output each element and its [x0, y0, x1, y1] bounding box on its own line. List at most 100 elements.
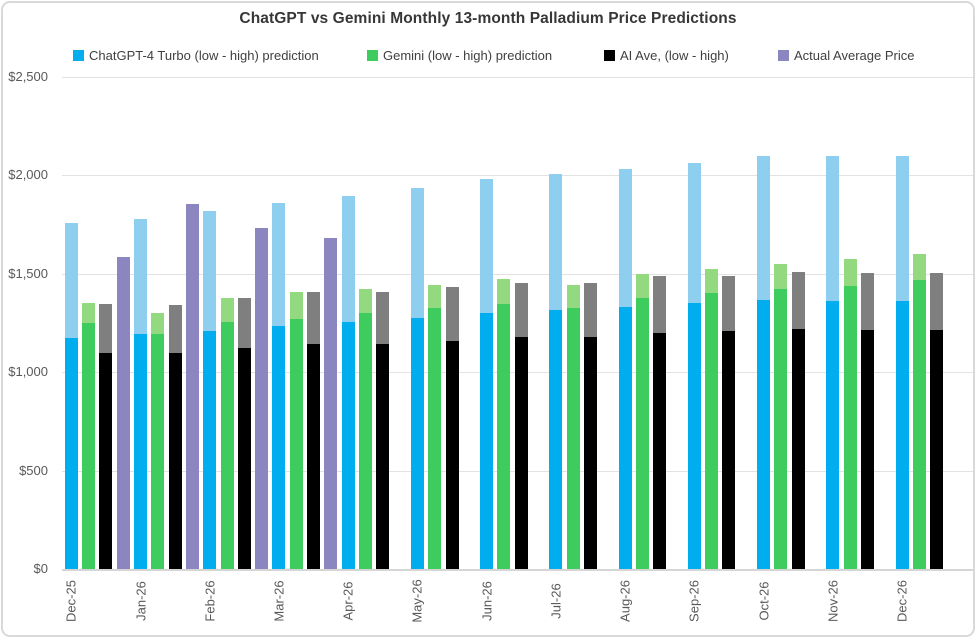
legend-item-actual-average-price: Actual Average Price	[778, 45, 914, 67]
bar-gemini-low	[220, 322, 234, 569]
bar-chatgpt4-turbo-high-range	[480, 179, 494, 314]
bar-gemini-low	[566, 308, 580, 569]
gridline	[62, 273, 973, 275]
legend-item-gemini: Gemini (low - high) prediction	[367, 45, 552, 67]
bar-chatgpt4-turbo-low	[64, 337, 78, 569]
bar-ai-ave-high-range	[514, 282, 528, 337]
y-axis-tick-label: $2,000	[8, 167, 48, 183]
bar-chatgpt4-turbo-high-range	[895, 155, 909, 302]
bar-ai-ave-high-range	[376, 292, 390, 344]
bar-gemini-low	[774, 288, 788, 569]
bar-chatgpt4-turbo-high-range	[64, 222, 78, 338]
bar-gemini-low	[82, 323, 96, 569]
bar-chatgpt4-turbo-low	[134, 333, 148, 569]
bar-actual-average-price	[255, 227, 269, 569]
bar-gemini-high-range	[566, 284, 580, 309]
x-axis-tick-label: Jul-26	[548, 583, 564, 619]
bar-gemini-high-range	[635, 273, 649, 299]
bar-ai-ave-high-range	[653, 275, 667, 333]
y-axis-tick-label: $1,000	[8, 364, 48, 380]
bar-chatgpt4-turbo-high-range	[549, 174, 563, 311]
bar-gemini-high-range	[82, 303, 96, 323]
bar-chatgpt4-turbo-low	[687, 303, 701, 569]
bar-gemini-low	[289, 319, 303, 569]
bar-ai-ave-low	[307, 343, 321, 569]
legend-item-chatgpt4-turbo: ChatGPT-4 Turbo (low - high) prediction	[73, 45, 319, 67]
bar-gemini-high-range	[774, 263, 788, 289]
bar-actual-average-price	[324, 238, 338, 569]
bar-ai-ave-low	[376, 343, 390, 569]
bar-ai-ave-low	[168, 352, 182, 569]
bar-ai-ave-low	[237, 347, 251, 569]
y-axis-tick-label: $1,500	[8, 265, 48, 281]
bar-chatgpt4-turbo-low	[757, 300, 771, 569]
bar-chatgpt4-turbo-low	[410, 318, 424, 569]
bar-chatgpt4-turbo-low	[341, 322, 355, 569]
bar-ai-ave-low	[514, 336, 528, 569]
bar-ai-ave-high-range	[584, 282, 598, 337]
bar-gemini-high-range	[428, 284, 442, 309]
bar-chatgpt4-turbo-low	[549, 310, 563, 569]
gridline	[62, 77, 973, 78]
x-axis-tick-label: Aug-26	[617, 580, 633, 622]
bar-gemini-high-range	[220, 298, 234, 322]
bar-gemini-high-range	[497, 278, 511, 305]
x-axis-line	[62, 568, 973, 571]
bar-ai-ave-low	[584, 336, 598, 569]
legend-label-chatgpt4-turbo: ChatGPT-4 Turbo (low - high) prediction	[89, 48, 319, 63]
bar-chatgpt4-turbo-high-range	[618, 168, 632, 308]
bar-ai-ave-high-range	[168, 305, 182, 353]
x-axis-tick-label: Nov-26	[825, 580, 841, 622]
bar-gemini-low	[705, 293, 719, 569]
bar-gemini-low	[428, 308, 442, 569]
bar-chatgpt4-turbo-low	[203, 330, 217, 569]
bar-gemini-high-range	[151, 313, 165, 334]
bar-ai-ave-low	[930, 329, 944, 569]
bar-ai-ave-high-range	[445, 286, 459, 341]
y-axis-tick-label: $500	[19, 462, 48, 478]
bar-ai-ave-high-range	[930, 272, 944, 330]
x-axis-tick-label: Mar-26	[271, 580, 287, 622]
bar-chatgpt4-turbo-high-range	[410, 188, 424, 319]
legend-label-ai-ave: AI Ave, (low - high)	[620, 48, 729, 63]
bar-chatgpt4-turbo-low	[480, 313, 494, 569]
bar-chatgpt4-turbo-low	[618, 307, 632, 569]
bar-chatgpt4-turbo-high-range	[272, 202, 286, 326]
gridline	[62, 175, 973, 177]
x-axis-tick-label: May-26	[409, 579, 425, 623]
bar-gemini-high-range	[359, 288, 373, 314]
legend-item-ai-ave: AI Ave, (low - high)	[604, 45, 729, 67]
legend-label-actual-average-price: Actual Average Price	[794, 48, 915, 63]
bar-gemini-high-range	[912, 254, 926, 280]
chart-title: ChatGPT vs Gemini Monthly 13-month Palla…	[239, 10, 737, 27]
bar-gemini-low	[151, 333, 165, 569]
bar-chatgpt4-turbo-high-range	[687, 162, 701, 304]
bar-chatgpt4-turbo-high-range	[203, 210, 217, 331]
x-axis-tick-label: Dec-26	[894, 580, 910, 622]
bar-ai-ave-low	[653, 332, 667, 569]
legend-swatch-ai-ave	[604, 50, 615, 61]
bar-gemini-low	[359, 313, 373, 569]
bar-chatgpt4-turbo-high-range	[134, 218, 148, 334]
x-axis-tick-label: Jun-26	[479, 581, 495, 621]
bar-chatgpt4-turbo-low	[272, 325, 286, 569]
bar-ai-ave-low	[722, 330, 736, 569]
bar-actual-average-price	[116, 257, 130, 569]
bar-gemini-low	[497, 304, 511, 569]
bar-ai-ave-low	[860, 329, 874, 569]
legend-swatch-chatgpt4-turbo	[73, 50, 84, 61]
x-axis-tick-label: Oct-26	[756, 581, 772, 621]
bar-ai-ave-high-range	[722, 275, 736, 331]
legend-swatch-gemini	[367, 50, 378, 61]
bar-gemini-high-range	[705, 268, 719, 294]
bar-chatgpt4-turbo-low	[895, 301, 909, 569]
y-axis-tick-label: $0	[33, 561, 48, 576]
bar-gemini-low	[635, 298, 649, 569]
x-axis-tick-label: Jan-26	[133, 581, 149, 621]
bar-ai-ave-high-range	[99, 304, 113, 353]
bar-ai-ave-low	[791, 328, 805, 569]
bar-ai-ave-high-range	[860, 272, 874, 330]
bar-ai-ave-low	[99, 352, 113, 569]
bar-ai-ave-low	[445, 340, 459, 569]
